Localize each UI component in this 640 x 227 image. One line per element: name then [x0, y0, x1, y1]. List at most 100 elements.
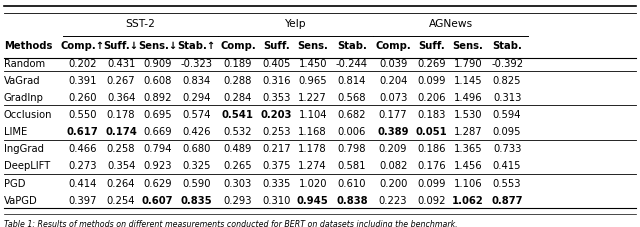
Text: Yelp: Yelp: [285, 19, 306, 29]
Text: 1.790: 1.790: [454, 59, 482, 69]
Text: 0.794: 0.794: [143, 144, 172, 154]
Text: 0.415: 0.415: [493, 161, 522, 171]
Text: Suff.: Suff.: [263, 40, 290, 50]
Text: 0.682: 0.682: [338, 110, 366, 120]
Text: 0.200: 0.200: [379, 178, 407, 188]
Text: 0.265: 0.265: [223, 161, 252, 171]
Text: 0.099: 0.099: [417, 76, 445, 86]
Text: 0.177: 0.177: [379, 110, 408, 120]
Text: 0.405: 0.405: [262, 59, 291, 69]
Text: 0.825: 0.825: [493, 76, 522, 86]
Text: 0.267: 0.267: [107, 76, 136, 86]
Text: Sens.↓: Sens.↓: [138, 40, 177, 50]
Text: 0.397: 0.397: [68, 195, 97, 205]
Text: 0.909: 0.909: [143, 59, 172, 69]
Text: 0.203: 0.203: [260, 110, 292, 120]
Text: 1.496: 1.496: [454, 93, 482, 103]
Text: Sens.: Sens.: [452, 40, 483, 50]
Text: 1.020: 1.020: [298, 178, 327, 188]
Text: 0.581: 0.581: [338, 161, 366, 171]
Text: 0.073: 0.073: [379, 93, 407, 103]
Text: 0.574: 0.574: [182, 110, 211, 120]
Text: 1.274: 1.274: [298, 161, 327, 171]
Text: 0.945: 0.945: [297, 195, 328, 205]
Text: 0.284: 0.284: [224, 93, 252, 103]
Text: Stab.: Stab.: [337, 40, 367, 50]
Text: 0.590: 0.590: [182, 178, 211, 188]
Text: 1.287: 1.287: [454, 127, 482, 137]
Text: Comp.: Comp.: [375, 40, 411, 50]
Text: 0.039: 0.039: [379, 59, 407, 69]
Text: 0.264: 0.264: [107, 178, 135, 188]
Text: 0.892: 0.892: [143, 93, 172, 103]
Text: 1.062: 1.062: [452, 195, 484, 205]
Text: 0.183: 0.183: [417, 110, 445, 120]
Text: 0.733: 0.733: [493, 144, 522, 154]
Text: Random: Random: [4, 59, 45, 69]
Text: 0.223: 0.223: [379, 195, 408, 205]
Text: PGD: PGD: [4, 178, 26, 188]
Text: 1.450: 1.450: [298, 59, 327, 69]
Text: 0.051: 0.051: [415, 127, 447, 137]
Text: 0.303: 0.303: [224, 178, 252, 188]
Text: 1.145: 1.145: [454, 76, 482, 86]
Text: 0.617: 0.617: [67, 127, 99, 137]
Text: 0.353: 0.353: [262, 93, 291, 103]
Text: Suff.: Suff.: [418, 40, 445, 50]
Text: Table 1: Results of methods on different measurements conducted for BERT on data: Table 1: Results of methods on different…: [4, 219, 458, 227]
Text: 0.099: 0.099: [417, 178, 445, 188]
Text: 0.269: 0.269: [417, 59, 445, 69]
Text: 0.835: 0.835: [181, 195, 212, 205]
Text: SST-2: SST-2: [125, 19, 155, 29]
Text: 1.365: 1.365: [454, 144, 482, 154]
Text: 0.174: 0.174: [105, 127, 137, 137]
Text: 0.541: 0.541: [222, 110, 254, 120]
Text: 1.168: 1.168: [298, 127, 327, 137]
Text: -0.244: -0.244: [336, 59, 368, 69]
Text: 0.178: 0.178: [107, 110, 135, 120]
Text: 0.466: 0.466: [68, 144, 97, 154]
Text: 0.313: 0.313: [493, 93, 522, 103]
Text: IngGrad: IngGrad: [4, 144, 44, 154]
Text: 1.227: 1.227: [298, 93, 327, 103]
Text: Sens.: Sens.: [297, 40, 328, 50]
Text: 0.254: 0.254: [107, 195, 135, 205]
Text: 0.209: 0.209: [379, 144, 408, 154]
Text: AGNews: AGNews: [429, 19, 473, 29]
Text: VaGrad: VaGrad: [4, 76, 40, 86]
Text: 0.431: 0.431: [107, 59, 135, 69]
Text: 0.629: 0.629: [143, 178, 172, 188]
Text: 0.838: 0.838: [336, 195, 368, 205]
Text: 0.594: 0.594: [493, 110, 522, 120]
Text: 0.258: 0.258: [107, 144, 135, 154]
Text: Comp.: Comp.: [220, 40, 256, 50]
Text: 0.082: 0.082: [379, 161, 407, 171]
Text: 0.877: 0.877: [492, 195, 523, 205]
Text: 0.553: 0.553: [493, 178, 522, 188]
Text: 0.294: 0.294: [182, 93, 211, 103]
Text: 0.260: 0.260: [68, 93, 97, 103]
Text: 0.834: 0.834: [182, 76, 211, 86]
Text: 0.426: 0.426: [182, 127, 211, 137]
Text: 1.106: 1.106: [454, 178, 482, 188]
Text: 0.316: 0.316: [262, 76, 291, 86]
Text: 0.608: 0.608: [143, 76, 172, 86]
Text: 0.607: 0.607: [141, 195, 173, 205]
Text: Comp.↑: Comp.↑: [61, 40, 105, 50]
Text: 0.680: 0.680: [182, 144, 211, 154]
Text: LIME: LIME: [4, 127, 27, 137]
Text: 0.489: 0.489: [224, 144, 252, 154]
Text: 0.375: 0.375: [262, 161, 291, 171]
Text: 0.006: 0.006: [338, 127, 366, 137]
Text: 0.253: 0.253: [262, 127, 291, 137]
Text: 0.695: 0.695: [143, 110, 172, 120]
Text: 0.610: 0.610: [338, 178, 366, 188]
Text: Suff.↓: Suff.↓: [104, 40, 139, 50]
Text: 1.104: 1.104: [298, 110, 327, 120]
Text: 0.202: 0.202: [68, 59, 97, 69]
Text: -0.323: -0.323: [180, 59, 212, 69]
Text: 0.325: 0.325: [182, 161, 211, 171]
Text: 0.814: 0.814: [338, 76, 366, 86]
Text: Stab.↑: Stab.↑: [178, 40, 216, 50]
Text: 0.217: 0.217: [262, 144, 291, 154]
